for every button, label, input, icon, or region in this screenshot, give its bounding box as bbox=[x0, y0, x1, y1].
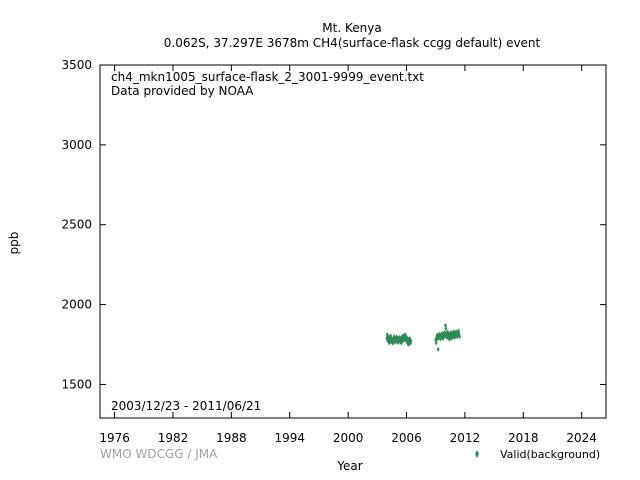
y-tick-label: 2000 bbox=[61, 298, 92, 312]
y-axis: 1500 2000 2500 3000 3500 bbox=[61, 58, 606, 391]
y-tick-label: 3000 bbox=[61, 138, 92, 152]
x-tick-label: 1988 bbox=[216, 431, 247, 445]
x-tick-label: 2000 bbox=[333, 431, 364, 445]
x-tick-label: 1982 bbox=[158, 431, 189, 445]
y-axis-label: ppb bbox=[7, 232, 21, 255]
chart-title: Mt. Kenya bbox=[322, 21, 381, 35]
y-tick-label: 1500 bbox=[61, 377, 92, 391]
legend-label: Valid(background) bbox=[500, 448, 600, 461]
x-tick-label: 1994 bbox=[274, 431, 305, 445]
data-point bbox=[436, 346, 440, 352]
x-axis: 1976 1982 1988 1994 2000 2006 2012 2018 2024 bbox=[99, 65, 597, 445]
x-tick-label: 2006 bbox=[391, 431, 422, 445]
x-tick-label: 2018 bbox=[508, 431, 539, 445]
plot-frame bbox=[99, 64, 607, 419]
data-point bbox=[409, 338, 413, 344]
data-series-valid-background bbox=[385, 322, 462, 352]
data-point bbox=[434, 340, 438, 346]
data-point bbox=[444, 326, 448, 332]
legend: Valid(background) bbox=[475, 448, 600, 461]
provider-annotation: Data provided by NOAA bbox=[111, 84, 254, 98]
x-axis-label: Year bbox=[336, 459, 362, 473]
chart-subtitle: 0.062S, 37.297E 3678m CH4(surface-flask … bbox=[164, 36, 541, 50]
x-tick-label: 2024 bbox=[566, 431, 597, 445]
legend-marker bbox=[475, 450, 479, 458]
credit-label: WMO WDCGG / JMA bbox=[100, 447, 218, 461]
x-tick-label: 1976 bbox=[99, 431, 130, 445]
filename-annotation: ch4_mkn1005_surface-flask_2_3001-9999_ev… bbox=[111, 70, 424, 84]
date-range-annotation: 2003/12/23 - 2011/06/21 bbox=[111, 399, 261, 413]
data-point bbox=[458, 334, 462, 340]
y-tick-label: 2500 bbox=[61, 218, 92, 232]
x-tick-label: 2012 bbox=[450, 431, 481, 445]
y-tick-label: 3500 bbox=[61, 58, 92, 72]
